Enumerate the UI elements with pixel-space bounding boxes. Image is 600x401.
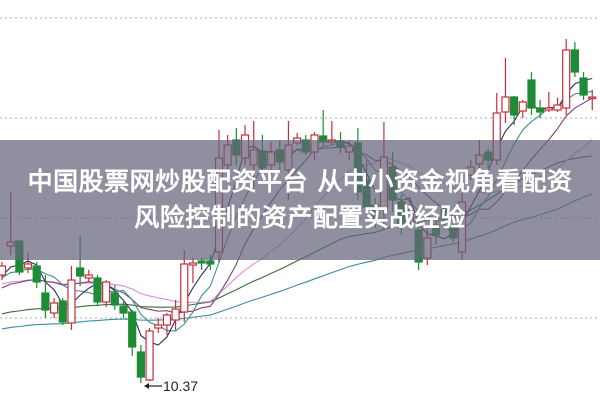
candle [145,328,154,381]
candle [588,90,597,110]
candle [162,313,172,335]
candle [562,39,571,115]
candle [518,100,527,118]
candle-body [544,107,553,111]
candle [197,258,206,270]
candle-body [110,292,119,306]
candle-body [84,274,93,279]
candle-body [588,96,597,100]
candle-body [0,265,7,276]
candle-body [102,281,111,303]
candle-body [128,311,137,348]
candle-body [527,79,536,109]
candle [570,42,579,77]
title-banner: 中国股票网炒股配资平台 从中小资金视角看配资 风险控制的资产配置实战经验 [0,140,600,260]
candle [119,300,128,318]
candle-body [162,314,172,326]
candle [536,100,545,118]
candle [154,318,163,333]
candle-body [562,49,571,109]
candle-body [58,300,67,323]
candle-body [536,107,545,113]
candle [171,300,180,330]
candle-body [154,324,163,329]
candle-body [570,49,579,73]
candle-body [171,308,180,321]
low-price-marker: 10.37 [144,378,198,394]
candle-body [76,267,85,277]
candle-body [93,277,102,303]
candle-body [579,77,588,96]
candle-body [510,96,519,116]
candle-body [518,101,527,112]
candle [510,96,519,125]
banner-title-line2: 风险控制的资产配置实战经验 [134,203,466,232]
low-arrow-icon [144,383,149,389]
candle-body [23,263,33,269]
candle-body [32,265,41,283]
candle [0,262,7,280]
candle [180,250,189,322]
candle [188,258,198,283]
candle [527,72,536,115]
candle [58,298,67,325]
candle [110,285,119,310]
candle-body [180,263,189,313]
candle [32,262,41,288]
candle-body [41,292,50,311]
candle [67,266,76,330]
candle [102,280,111,307]
candle [93,275,102,305]
candle-body [501,96,510,113]
candle-body [206,260,215,265]
candle-body [67,279,76,324]
candle [579,72,588,100]
candle [49,298,59,318]
candle [544,92,553,112]
banner-title-line1: 中国股票网炒股配资平台 从中小资金视角看配资 [27,167,573,196]
candle [501,58,510,123]
candle-body [197,260,206,264]
candle-body [553,104,562,111]
candle [84,270,93,282]
candle-body [145,330,154,381]
candle-body [136,351,145,378]
candle [128,310,137,356]
low-price-label: 10.37 [163,378,198,394]
candle [41,275,50,318]
candle [136,345,145,383]
candle-body [188,262,198,266]
candle-body [119,305,128,314]
candle-body [49,302,59,314]
candle [553,98,562,112]
